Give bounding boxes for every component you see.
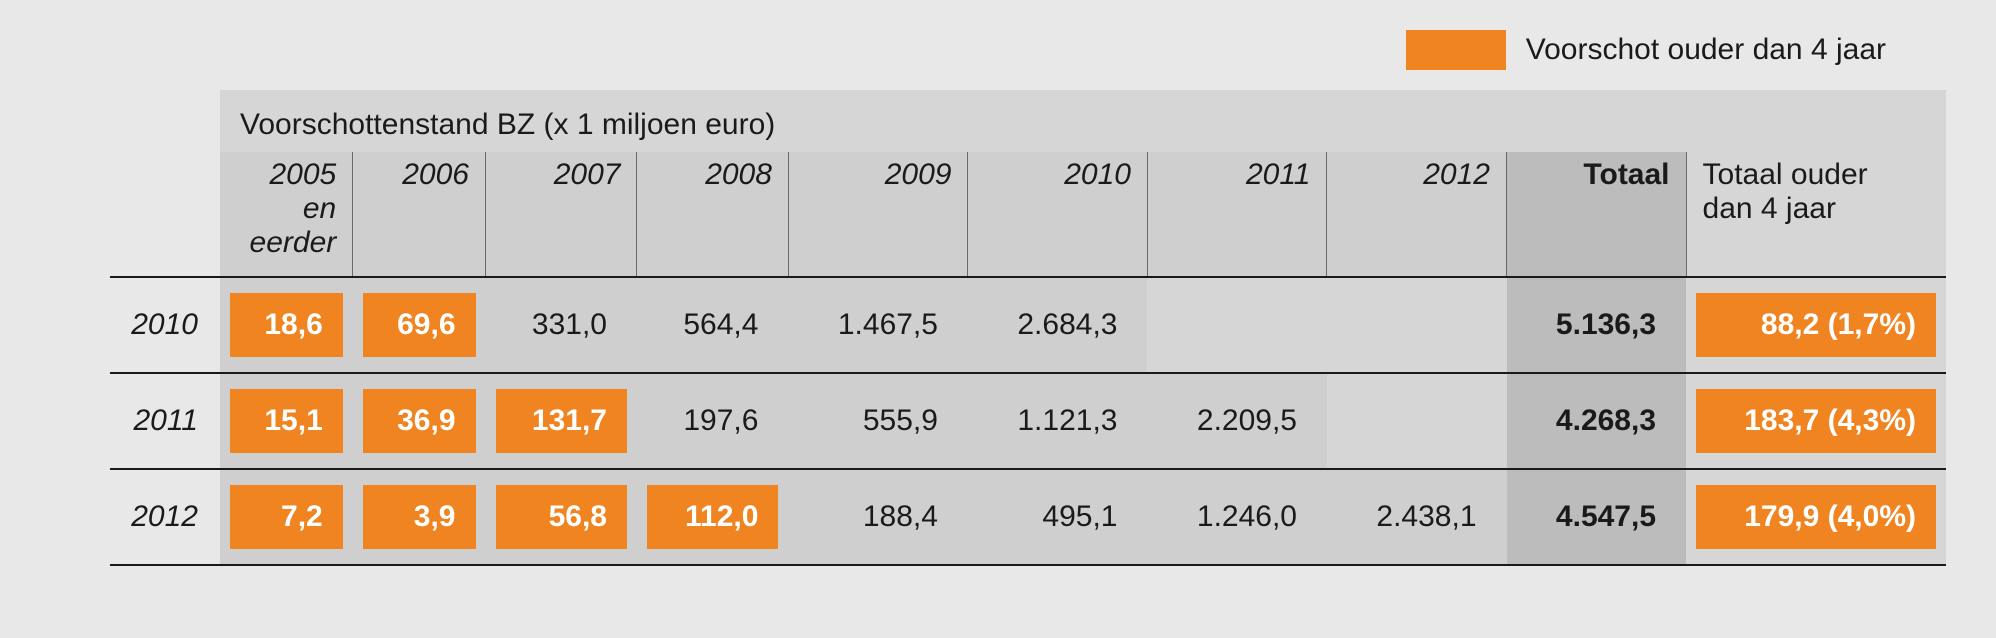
cell-2011-totaal: 4.268,3 [1507, 373, 1687, 469]
cell-2010-c2009: 1.467,5 [788, 277, 968, 373]
cell-2012-c2009: 188,4 [788, 469, 968, 565]
cell-2012-totaal: 4.547,5 [1507, 469, 1687, 565]
cell-value: 112,0 [647, 485, 778, 549]
cell-value: 183,7 (4,3%) [1696, 389, 1936, 453]
table-title: Voorschottenstand BZ (x 1 miljoen euro) [220, 90, 1946, 152]
col-header-c2008: 2008 [637, 152, 788, 277]
cell-value [1337, 293, 1497, 357]
row-year-label: 2011 [110, 373, 220, 469]
cell-2012-c2010: 495,1 [968, 469, 1148, 565]
cell-2012-c2012: 2.438,1 [1327, 469, 1507, 565]
cell-value: 2.684,3 [978, 293, 1138, 357]
cell-2011-c2006: 36,9 [353, 373, 486, 469]
cell-2010-totaal_ouder: 88,2 (1,7%) [1686, 277, 1946, 373]
cell-2010-c2011 [1147, 277, 1327, 373]
table-title-row: Voorschottenstand BZ (x 1 miljoen euro) [110, 90, 1946, 152]
cell-value: 131,7 [496, 389, 627, 453]
cell-2010-c2005: 18,6 [220, 277, 353, 373]
cell-2011-c2011: 2.209,5 [1147, 373, 1327, 469]
cell-2011-c2008: 197,6 [637, 373, 788, 469]
row-year-label: 2012 [110, 469, 220, 565]
voorschotten-table: Voorschottenstand BZ (x 1 miljoen euro) … [110, 90, 1946, 566]
cell-2012-c2005: 7,2 [220, 469, 353, 565]
cell-2010-totaal: 5.136,3 [1507, 277, 1687, 373]
table-row: 201018,6 69,6 331,0 564,4 1.467,5 2.684,3 5.13… [110, 277, 1946, 373]
cell-2012-totaal_ouder: 179,9 (4,0%) [1686, 469, 1946, 565]
cell-2011-c2012 [1327, 373, 1507, 469]
cell-2011-totaal_ouder: 183,7 (4,3%) [1686, 373, 1946, 469]
cell-value: 7,2 [230, 485, 343, 549]
cell-2011-c2009: 555,9 [788, 373, 968, 469]
cell-2012-c2006: 3,9 [353, 469, 486, 565]
cell-value: 88,2 (1,7%) [1696, 293, 1936, 357]
cell-value: 15,1 [230, 389, 343, 453]
cell-value: 555,9 [798, 389, 958, 453]
cell-value: 1.121,3 [978, 389, 1138, 453]
cell-value: 564,4 [647, 293, 778, 357]
cell-value: 179,9 (4,0%) [1696, 485, 1936, 549]
page: Voorschot ouder dan 4 jaar Voorschottens… [0, 0, 1996, 638]
col-header-c2011: 2011 [1147, 152, 1327, 277]
legend-label: Voorschot ouder dan 4 jaar [1526, 33, 1886, 67]
cell-value: 4.268,3 [1517, 389, 1677, 453]
cell-2012-c2008: 112,0 [637, 469, 788, 565]
cell-value: 56,8 [496, 485, 627, 549]
table-row: 20127,2 3,9 56,8 112,0 188,4 495,1 1.246,0 2.43… [110, 469, 1946, 565]
cell-2010-c2008: 564,4 [637, 277, 788, 373]
col-header-totaal: Totaal [1507, 152, 1687, 277]
cell-2011-c2007: 131,7 [486, 373, 637, 469]
col-header-c2006: 2006 [353, 152, 486, 277]
cell-value [1337, 389, 1497, 453]
cell-2010-c2012 [1327, 277, 1507, 373]
cell-2011-c2010: 1.121,3 [968, 373, 1148, 469]
col-header-totaal_ouder: Totaal ouderdan 4 jaar [1686, 152, 1946, 277]
cell-2012-c2011: 1.246,0 [1147, 469, 1327, 565]
cell-value [1157, 293, 1317, 357]
row-year-label: 2010 [110, 277, 220, 373]
cell-value: 4.547,5 [1517, 485, 1677, 549]
cell-value: 1.467,5 [798, 293, 958, 357]
cell-2011-c2005: 15,1 [220, 373, 353, 469]
cell-value: 36,9 [363, 389, 476, 453]
cell-value: 2.209,5 [1157, 389, 1317, 453]
cell-value: 2.438,1 [1337, 485, 1497, 549]
col-header-c2005: 2005eneerder [220, 152, 353, 277]
table-wrap: Voorschottenstand BZ (x 1 miljoen euro) … [110, 90, 1946, 566]
table-header-row: 2005eneerder2006200720082009201020112012… [110, 152, 1946, 277]
cell-2010-c2010: 2.684,3 [968, 277, 1148, 373]
cell-value: 5.136,3 [1517, 293, 1677, 357]
cell-2010-c2006: 69,6 [353, 277, 486, 373]
cell-value: 1.246,0 [1157, 485, 1317, 549]
col-header-c2012: 2012 [1327, 152, 1507, 277]
col-header-c2007: 2007 [486, 152, 637, 277]
corner-blank [110, 90, 220, 152]
cell-value: 18,6 [230, 293, 343, 357]
col-header-c2010: 2010 [968, 152, 1148, 277]
cell-value: 495,1 [978, 485, 1138, 549]
cell-2012-c2007: 56,8 [486, 469, 637, 565]
legend: Voorschot ouder dan 4 jaar [50, 30, 1946, 70]
cell-value: 69,6 [363, 293, 476, 357]
cell-value: 331,0 [496, 293, 627, 357]
col-header-c2009: 2009 [788, 152, 968, 277]
header-blank [110, 152, 220, 277]
cell-2010-c2007: 331,0 [486, 277, 637, 373]
cell-value: 3,9 [363, 485, 476, 549]
cell-value: 188,4 [798, 485, 958, 549]
table-row: 201115,1 36,9 131,7 197,6 555,9 1.121,3 2.209,… [110, 373, 1946, 469]
cell-value: 197,6 [647, 389, 778, 453]
legend-swatch [1406, 30, 1506, 70]
